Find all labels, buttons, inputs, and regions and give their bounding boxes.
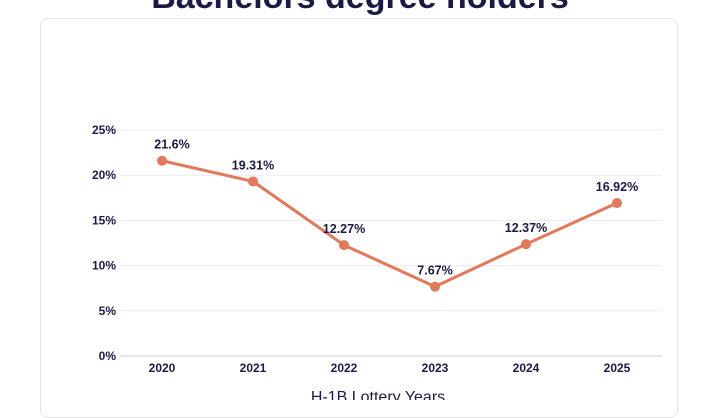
data-point	[612, 198, 622, 209]
chart-card	[40, 18, 678, 418]
data-point	[339, 240, 349, 251]
data-label: 19.31%	[232, 158, 274, 172]
data-label: 7.67%	[417, 264, 452, 278]
data-label: 12.37%	[505, 221, 547, 235]
chart-title: Bachelors degree holders	[0, 0, 720, 17]
x-tick-label: 2023	[422, 361, 449, 375]
series: 21.6% 19.31% 12.27% 7.67% 12.37% 16.92%	[154, 138, 638, 292]
data-point	[157, 155, 167, 166]
x-tick-label: 2020	[149, 361, 176, 375]
x-axis-ticks: 2020 2021 2022 2023 2024 2025	[149, 361, 631, 375]
y-tick-label: 5%	[99, 304, 117, 318]
x-tick-label: 2021	[240, 361, 267, 375]
x-tick-label: 2025	[604, 361, 631, 375]
data-point	[248, 176, 258, 187]
data-point	[430, 281, 440, 292]
gridlines	[120, 129, 662, 357]
data-label: 12.27%	[323, 222, 365, 236]
data-label: 21.6%	[154, 138, 189, 152]
data-point	[521, 239, 531, 250]
y-tick-label: 20%	[92, 168, 116, 182]
y-axis-ticks: 0% 5% 10% 15% 20% 25%	[92, 123, 116, 363]
data-label: 16.92%	[596, 180, 638, 194]
x-tick-label: 2024	[513, 361, 540, 375]
y-tick-label: 0%	[99, 349, 117, 363]
x-tick-label: 2022	[331, 361, 358, 375]
y-tick-label: 15%	[92, 213, 116, 227]
x-axis-label: H-1B Lottery Years	[311, 389, 445, 400]
line-chart: 0%5%10%15%20%25% 2020 2021 2022 2023 2024 202…	[92, 123, 662, 400]
series-line	[160, 159, 619, 289]
y-tick-label: 10%	[92, 259, 116, 273]
y-tick-label: 25%	[92, 123, 116, 137]
